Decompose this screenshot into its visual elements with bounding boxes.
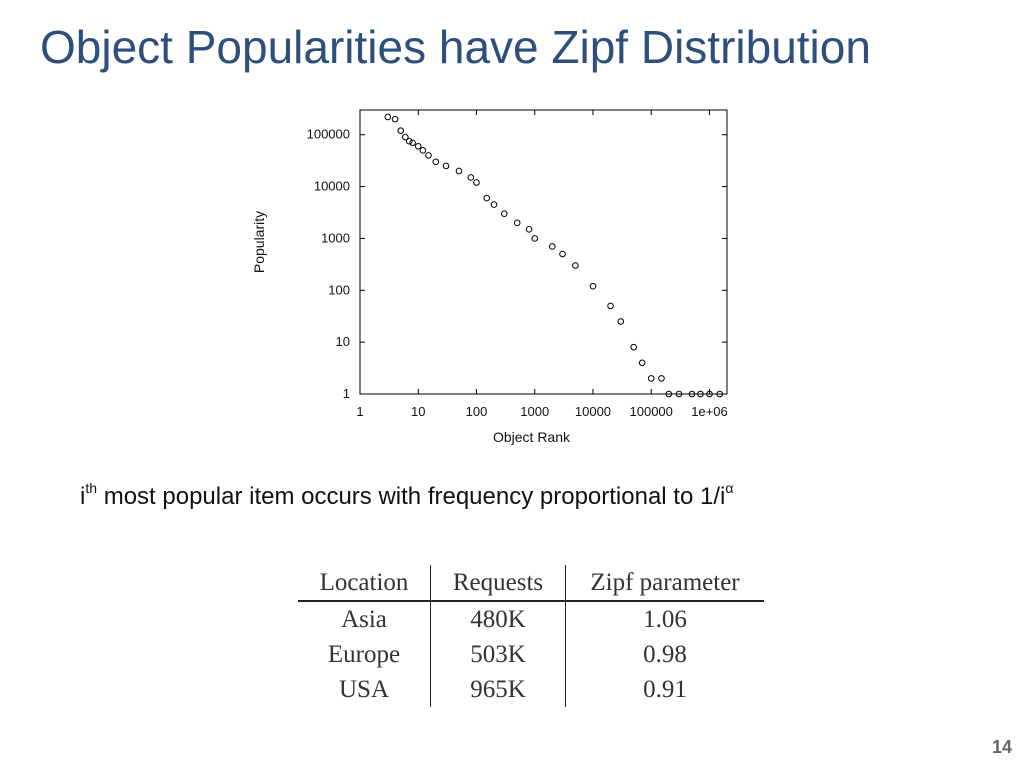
slide-title: Object Popularities have Zipf Distributi… [40,21,871,73]
caption: ith most popular item occurs with freque… [80,480,734,511]
data-point [432,158,440,166]
data-point [455,167,463,175]
x-tick-label: 1000 [520,404,549,419]
x-tick-label: 1e+06 [691,404,728,419]
data-point [490,201,498,208]
data-point [467,174,475,181]
data-point [525,226,533,233]
zipf-table: Location Requests Zipf parameter Asia 48… [298,565,764,707]
caption-main: most popular item occurs with frequency … [97,483,726,510]
x-tick-label: 1 [356,404,363,419]
y-axis-label: Popularity [251,211,267,273]
header-location: Location [298,565,431,602]
data-point [716,390,724,398]
data-point [675,390,683,398]
cell-requests: 503K [430,637,566,672]
data-point [531,235,539,242]
popularity-chart: 1 10 100 1000 10000 100000 1e+06 1 10 100 1000 1000… [251,109,728,445]
data-point [384,113,392,121]
cell-zipf: 1.06 [643,606,687,633]
caption-superscript: th [85,480,98,496]
cell-location: USA [298,672,431,707]
table-row: Asia 480K 1.06 [298,601,764,637]
data-point [500,210,508,218]
chart-area: 1 10 100 1000 10000 100000 1e+06 1 10 100 1000 1000… [240,100,740,455]
caption-prefix: i [80,483,86,510]
cell-zipf: 0.98 [643,641,687,668]
data-point [572,262,579,269]
data-point [559,250,566,258]
data-point [483,194,491,202]
data-point [419,147,427,154]
data-point [397,127,405,134]
data-point [697,390,704,398]
table-row: USA 965K 0.91 [298,672,764,707]
data-point [589,282,597,290]
data-point [630,343,637,351]
x-tick-label: 100000 [630,404,673,419]
y-tick-label: 10 [336,334,350,349]
cell-location: Asia [298,601,431,637]
header-zipf-parameter: Zipf parameter [565,565,764,602]
data-point [647,375,655,382]
y-tick-label: 10000 [314,179,350,194]
table-header-row: Location Requests Zipf parameter [298,565,764,602]
y-tick-label: 100 [328,282,350,297]
data-point [617,318,625,325]
data-point [513,219,521,227]
cell-zipf: 0.91 [643,676,687,703]
y-tick-label: 1 [343,386,350,401]
data-point [548,243,556,250]
x-axis-label: Object Rank [493,429,571,445]
table-row: Europe 503K 0.98 [298,637,764,672]
data-point [658,375,665,382]
x-tick-label: 10000 [575,404,611,419]
x-tick-label: 100 [466,404,488,419]
data-point [414,142,422,150]
data-point [665,390,673,398]
data-point [405,137,413,145]
page-number: 14 [991,737,1012,757]
data-point [425,152,432,159]
data-point [706,390,713,398]
data-point [442,162,450,170]
y-tick-label: 1000 [321,230,350,245]
data-point [638,359,646,367]
cell-requests: 965K [430,672,566,707]
plot-frame [359,109,728,395]
cell-location: Europe [298,637,431,672]
data-point [473,179,480,186]
header-requests: Requests [430,565,566,602]
x-tick-label: 10 [411,404,425,419]
data-point [402,133,409,141]
caption-alpha: α [725,480,734,496]
data-point [607,302,614,310]
data-point [409,139,416,147]
cell-requests: 480K [430,601,566,637]
data-point [688,390,696,398]
y-tick-label: 100000 [307,127,350,142]
data-point [391,115,399,123]
